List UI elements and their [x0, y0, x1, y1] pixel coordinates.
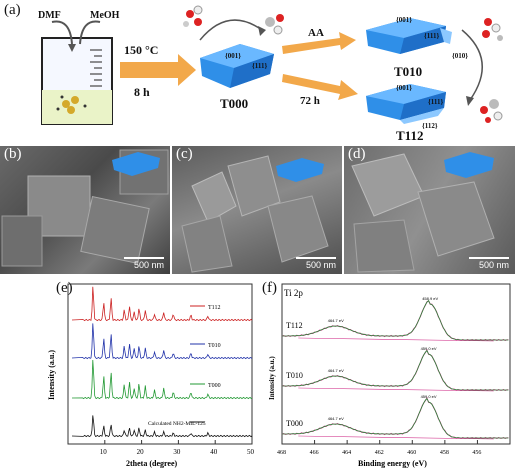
t112-label: T112 [396, 128, 423, 143]
xps-xlabel: Binding energy (eV) [358, 459, 427, 468]
xps-peak-label: 458.9 eV [422, 296, 438, 301]
xps-tick-label: 462 [375, 450, 384, 456]
xps-baseline [298, 337, 494, 342]
sem-image-b: 500 nm [0, 146, 170, 274]
synthesis-arrow [120, 54, 196, 86]
arrow-72h-label: 72 h [300, 95, 320, 107]
xrd-tick-label: 10 [100, 448, 108, 456]
xps-series-label: T112 [286, 321, 303, 330]
xrd-series-line [71, 323, 253, 360]
crystal-icon-d [444, 152, 494, 178]
xrd-tick-label: 20 [137, 448, 145, 456]
xps-peak-label: 464.7 eV [328, 368, 344, 373]
xps-data-line [281, 348, 509, 392]
xps-series-label: T010 [286, 371, 303, 380]
scale-label-c: 500 nm [305, 260, 336, 270]
xrd-tick-label: 50 [247, 448, 255, 456]
arrow-72h [282, 74, 358, 100]
t010-facet-111: {111} [424, 32, 439, 40]
solvent-meoh: MeOH [90, 10, 120, 21]
crystal-icon-b [112, 152, 160, 176]
xrd-legend-label: T000 [208, 383, 221, 389]
xps-fit-line [282, 349, 509, 391]
xrd-ylabel: Intensity (a.u.) [47, 350, 56, 400]
xps-tick-label: 464 [342, 450, 351, 456]
xrd-legend-label: Calculated NH2-MIL-125 [148, 421, 206, 427]
beaker-icon [41, 37, 113, 125]
xrd-tick-label: 30 [173, 448, 181, 456]
t000-facet-111: {111} [252, 62, 267, 70]
xps-tick-label: 466 [310, 450, 319, 456]
scale-label-b: 500 nm [133, 260, 164, 270]
t112-facet-111: {111} [428, 98, 443, 106]
panel-a-scheme: DMF MeOH 150 °C 8 h {001} {111} T000 AA … [38, 5, 503, 143]
xrd-legend-label: T112 [208, 305, 220, 311]
panel-f-label: (f) [262, 280, 277, 296]
sem-image-c: 500 nm [172, 146, 342, 274]
xps-peak-label: 459.0 eV [421, 394, 437, 399]
t000-crystal [200, 44, 274, 88]
xps-peak-label: 464.7 eV [328, 416, 344, 421]
t112-facet-001: {001} [396, 84, 412, 92]
t010-facet-001: {001} [396, 16, 412, 24]
xps-peak-label: 464.7 eV [328, 318, 344, 323]
xrd-tick-label: 40 [210, 448, 218, 456]
xrd-series-line [71, 359, 253, 400]
panel-d-label: (d) [348, 146, 366, 162]
t010-label: T010 [394, 64, 422, 79]
xps-data-line [281, 396, 509, 440]
xps-tick-label: 468 [277, 450, 286, 456]
xps-fit-line [282, 397, 509, 439]
xps-baseline [298, 387, 494, 392]
xps-data-line [281, 300, 509, 342]
molecule-icon [183, 5, 284, 35]
panel-b-label: (b) [4, 146, 22, 162]
condition-time: 8 h [134, 85, 150, 99]
xps-tick-label: 456 [472, 450, 481, 456]
xrd-series-line [71, 286, 253, 322]
panel-a-label: (a) [4, 2, 21, 18]
xps-title: Ti 2p [284, 288, 303, 298]
arrow-aa-label: AA [308, 27, 324, 39]
xps-tick-label: 460 [407, 450, 416, 456]
xps-peak-label: 459.0 eV [421, 346, 437, 351]
sem-image-d: 500 nm [344, 146, 515, 274]
xps-baseline [298, 435, 494, 440]
xrd-chart: T112 T010 T000 Calculated NH2-MIL-125 10 20 3… [47, 283, 255, 468]
t010-crystal [366, 18, 452, 54]
xps-series-label: T000 [286, 419, 303, 428]
molecule-icon-right [480, 18, 503, 123]
arrow-aa [282, 32, 356, 54]
t000-label: T000 [220, 96, 248, 111]
t010-facet-010: {010} [452, 52, 468, 60]
xps-tick-label: 458 [440, 450, 449, 456]
t112-facet-112: {112} [422, 122, 438, 130]
crystal-icon-c [276, 158, 324, 182]
condition-temp: 150 °C [124, 43, 158, 57]
t000-facet-001: {001} [225, 52, 241, 60]
xrd-legend-label: T010 [208, 343, 221, 349]
xps-chart: Ti 2p T112 464.7 eV 458.9 eV T010 464.7 eV 45… [268, 283, 511, 468]
t112-crystal [366, 84, 446, 124]
xps-fit-line [282, 299, 509, 341]
scale-label-d: 500 nm [478, 260, 509, 270]
xps-ylabel: Intensity (a.u.) [268, 356, 276, 400]
panel-c-label: (c) [176, 146, 193, 162]
xrd-series-line [71, 415, 253, 438]
xrd-xlabel: 2theta (degree) [126, 459, 178, 468]
solvent-dmf: DMF [38, 10, 61, 21]
